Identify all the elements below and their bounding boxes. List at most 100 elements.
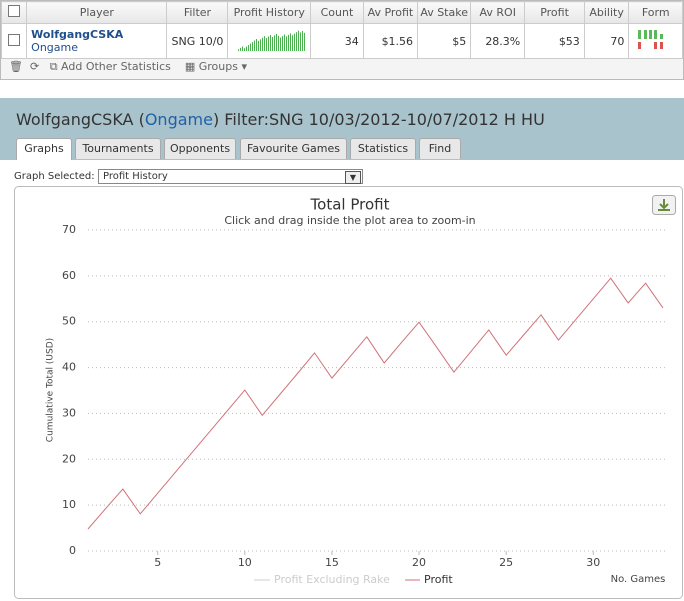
x-tick-label: 20 bbox=[412, 556, 426, 569]
x-tick-label: 5 bbox=[154, 556, 161, 569]
site: Ongame bbox=[31, 41, 79, 54]
checkbox[interactable] bbox=[8, 33, 21, 46]
spark-bar bbox=[276, 33, 278, 51]
spark-bar bbox=[282, 36, 284, 51]
spark-bar bbox=[246, 46, 248, 51]
spark-bar bbox=[278, 35, 280, 51]
spark-bar bbox=[238, 49, 240, 51]
spark-bar bbox=[300, 32, 302, 51]
dropdown-arrow[interactable]: ▼ bbox=[345, 171, 361, 184]
tab[interactable]: Opponents bbox=[164, 138, 236, 159]
spark-bar bbox=[260, 39, 262, 51]
spark-bar bbox=[292, 35, 294, 51]
spark-bar bbox=[304, 32, 306, 51]
tab[interactable]: Tournaments bbox=[75, 138, 161, 159]
profit-line bbox=[87, 277, 664, 530]
spark-bar bbox=[244, 48, 246, 51]
y-tick-label: 30 bbox=[62, 406, 76, 419]
spark-bar bbox=[294, 33, 296, 51]
header-cell[interactable]: Av ROI bbox=[470, 1, 526, 24]
spark-bar bbox=[250, 43, 252, 51]
cell: WolfgangCSKA Ongame bbox=[26, 23, 168, 59]
cell: 70 bbox=[583, 23, 630, 59]
spark-bar bbox=[296, 32, 298, 51]
x-tick-label: 30 bbox=[586, 556, 600, 569]
title-site[interactable]: Ongame bbox=[144, 110, 213, 129]
header-cell bbox=[0, 1, 28, 24]
header-cell[interactable]: Count bbox=[310, 1, 364, 24]
spark-bar bbox=[268, 36, 270, 51]
y-tick-label: 40 bbox=[62, 361, 76, 374]
graph-selected-label: Graph Selected: bbox=[14, 171, 95, 182]
export-button[interactable] bbox=[652, 195, 676, 215]
spark-bar bbox=[256, 38, 258, 51]
graph-select-value: Profit History bbox=[103, 171, 168, 182]
checkbox[interactable] bbox=[8, 5, 21, 17]
chart-frame bbox=[14, 186, 683, 599]
refresh-icon[interactable]: ⟳ bbox=[29, 60, 40, 73]
groups-label: Groups bbox=[198, 60, 238, 73]
header-cell[interactable]: Profit History bbox=[227, 1, 312, 24]
spark-bar bbox=[286, 36, 288, 51]
header-cell[interactable]: Av Stake bbox=[417, 1, 472, 24]
spark-bar bbox=[252, 42, 254, 51]
x-axis-label: No. Games bbox=[611, 574, 666, 585]
spark-bar bbox=[274, 35, 276, 51]
cell bbox=[628, 23, 683, 59]
graph-select[interactable]: Profit History ▼ bbox=[98, 169, 363, 184]
spark-bar bbox=[262, 37, 264, 51]
spark-bar bbox=[242, 46, 244, 51]
spark-bar bbox=[284, 34, 286, 51]
spark-bar bbox=[280, 37, 282, 51]
header-cell[interactable]: Player bbox=[26, 1, 168, 24]
x-tick-label: 10 bbox=[238, 556, 252, 569]
cell: $5 bbox=[417, 23, 472, 59]
cell bbox=[0, 23, 28, 59]
title-player: WolfgangCSKA ( bbox=[16, 110, 145, 129]
y-axis-label: Cumulative Total (USD) bbox=[46, 338, 56, 442]
stats-panel: Player Filter Profit History Count Av Pr… bbox=[0, 0, 684, 80]
add-stats-button[interactable]: ⧉ Add Other Statistics bbox=[49, 60, 171, 73]
spark-bar bbox=[266, 38, 268, 51]
header-cell[interactable]: Form bbox=[628, 1, 683, 24]
chart: Total Profit Click and drag inside the p… bbox=[14, 186, 683, 599]
y-tick-label: 60 bbox=[62, 269, 76, 282]
header-cell[interactable]: Filter bbox=[166, 1, 229, 24]
spark-bar bbox=[302, 30, 304, 51]
spark-bar bbox=[264, 36, 266, 51]
cell bbox=[227, 23, 312, 59]
legend-label[interactable]: Profit bbox=[424, 573, 453, 586]
spark-bar bbox=[298, 30, 300, 51]
header-cell[interactable]: Av Profit bbox=[362, 1, 419, 24]
panel-header: WolfgangCSKA (Ongame) Filter:SNG 10/03/2… bbox=[0, 98, 684, 160]
header-cell[interactable]: Ability bbox=[583, 1, 630, 24]
spark-bar bbox=[272, 36, 274, 51]
cell: 34 bbox=[310, 23, 364, 59]
legend-label[interactable]: Profit Excluding Rake bbox=[274, 573, 390, 586]
spark-bar bbox=[258, 40, 260, 51]
cell: $1.56 bbox=[362, 23, 419, 59]
player-name[interactable]: WolfgangCSKA bbox=[31, 28, 124, 41]
cell: $53 bbox=[524, 23, 585, 59]
toolbar: 🗑 ⟳ ⧉ Add Other Statistics ▦ Groups ▾ bbox=[9, 60, 247, 74]
tab[interactable]: Statistics bbox=[350, 138, 416, 159]
groups-button[interactable]: ▦ Groups ▾ bbox=[184, 60, 248, 73]
spark-bar bbox=[240, 47, 242, 51]
cell: SNG 10/0 bbox=[166, 23, 229, 59]
y-tick-label: 70 bbox=[62, 223, 76, 236]
sparkline bbox=[238, 30, 306, 51]
chart-title: Total Profit bbox=[310, 196, 390, 214]
cell: 28.3% bbox=[470, 23, 526, 59]
tab[interactable]: Graphs bbox=[16, 138, 72, 160]
header-cell[interactable]: Profit bbox=[524, 1, 585, 24]
tab[interactable]: Favourite Games bbox=[240, 138, 347, 159]
y-tick-label: 20 bbox=[62, 452, 76, 465]
y-tick-label: 0 bbox=[69, 544, 76, 557]
tab[interactable]: Find bbox=[419, 138, 461, 159]
y-tick-label: 50 bbox=[62, 315, 76, 328]
spark-bar bbox=[248, 45, 250, 51]
form-icon bbox=[638, 30, 663, 49]
delete-icon[interactable]: 🗑 bbox=[9, 60, 23, 73]
player-panel: WolfgangCSKA (Ongame) Filter:SNG 10/03/2… bbox=[0, 98, 684, 601]
